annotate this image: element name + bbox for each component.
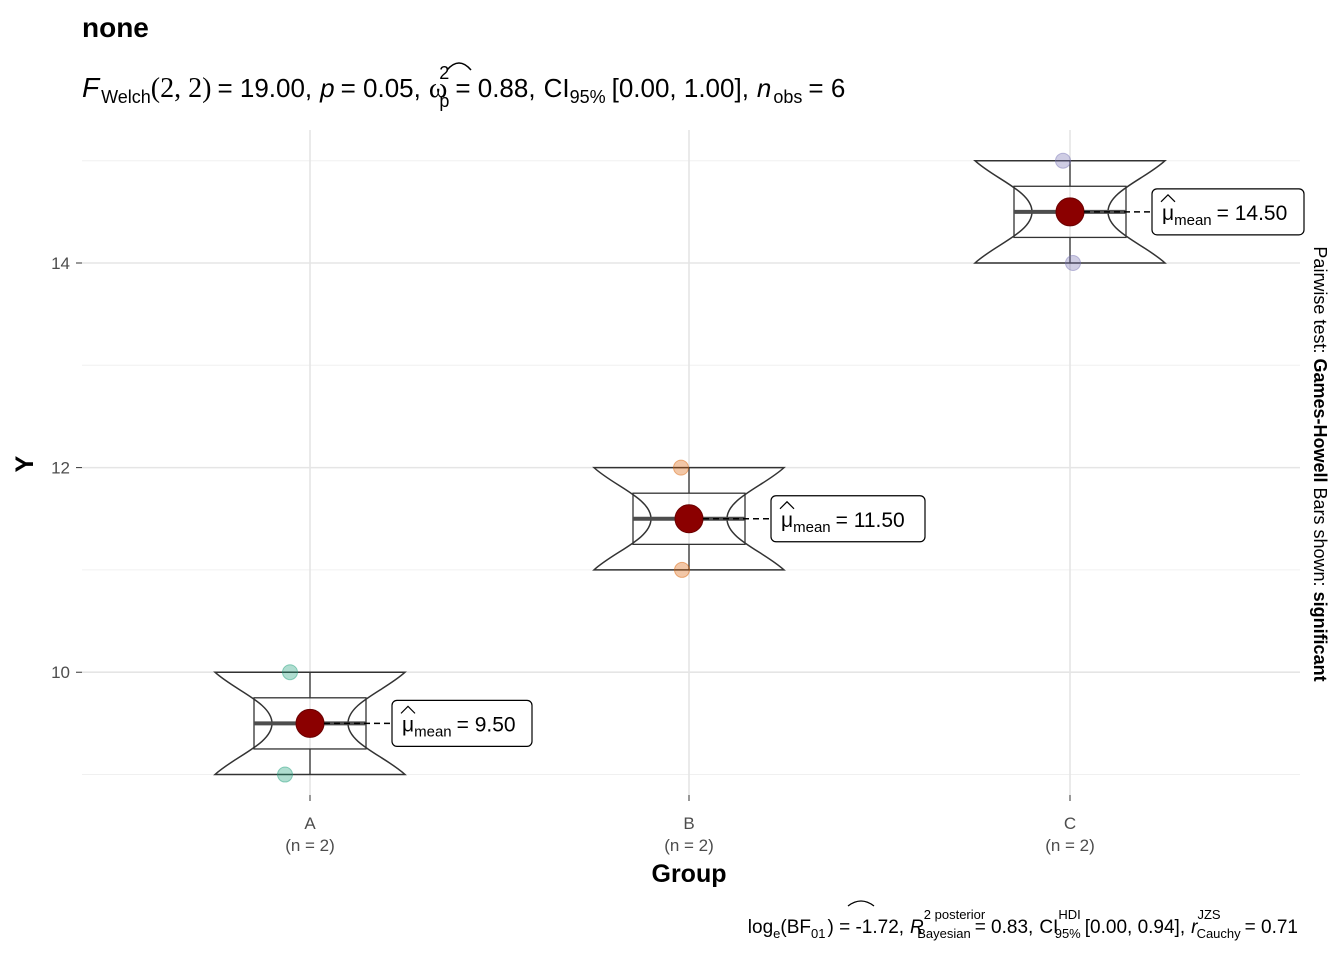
x-tick-label: B xyxy=(683,814,694,833)
y-tick-label: 10 xyxy=(51,663,70,682)
mean-labels: μmean = 9.50 μmean = 11.50 μmean = 14.50 xyxy=(324,188,1305,747)
y-tick-label: 14 xyxy=(51,254,70,273)
violin xyxy=(592,466,786,571)
data-points xyxy=(277,152,1081,783)
x-axis-ticks: A (n = 2) B (n = 2) C (n = 2) xyxy=(285,795,1095,855)
r-hat-icon xyxy=(847,900,875,907)
mean-point xyxy=(1055,197,1085,227)
data-point xyxy=(282,664,298,681)
mean-point xyxy=(295,708,325,738)
mean-label-box xyxy=(391,699,533,747)
data-point xyxy=(1055,152,1071,169)
data-point xyxy=(277,766,293,783)
mean-label-text: μmean = 9.50 xyxy=(402,713,516,740)
mean-point xyxy=(674,504,704,534)
mu-hat-icon xyxy=(400,705,416,714)
violins xyxy=(213,159,1167,776)
mu-hat-icon xyxy=(779,500,795,510)
mean-label-text: μmean = 14.50 xyxy=(1162,202,1287,229)
mean-label-box xyxy=(1151,188,1305,236)
omega-hat-icon xyxy=(446,62,472,71)
x-tick-label: A xyxy=(304,814,316,833)
x-tick-label: C xyxy=(1064,814,1076,833)
data-point xyxy=(673,459,689,476)
violin xyxy=(973,159,1167,264)
mean-label-box xyxy=(770,495,926,543)
chart-subtitle: F Welch(2, 2) = 19.00, p = 0.05, ω2 p = 0.88, CI… xyxy=(82,63,845,111)
x-tick-count: (n = 2) xyxy=(664,836,714,855)
chart-title: none xyxy=(82,12,149,43)
chart-caption: loge(BF01) = -1.72, R2 posterior Bayesian =… xyxy=(748,907,1298,941)
mu-hat-icon xyxy=(1160,193,1176,203)
y-axis-title: Y xyxy=(11,455,39,472)
mean-markers xyxy=(295,197,1085,738)
x-tick-count: (n = 2) xyxy=(285,836,335,855)
data-point xyxy=(1065,255,1081,271)
x-axis-title: Group xyxy=(652,860,727,888)
y-axis-ticks: 10 12 14 xyxy=(51,254,82,682)
mean-label-text: μmean = 11.50 xyxy=(781,509,905,536)
violin xyxy=(213,671,407,776)
pairwise-label: Pairwise test: Games-Howell Bars shown: … xyxy=(1310,246,1330,681)
y-tick-label: 12 xyxy=(51,459,70,478)
x-tick-count: (n = 2) xyxy=(1045,836,1095,855)
data-point xyxy=(674,561,690,578)
